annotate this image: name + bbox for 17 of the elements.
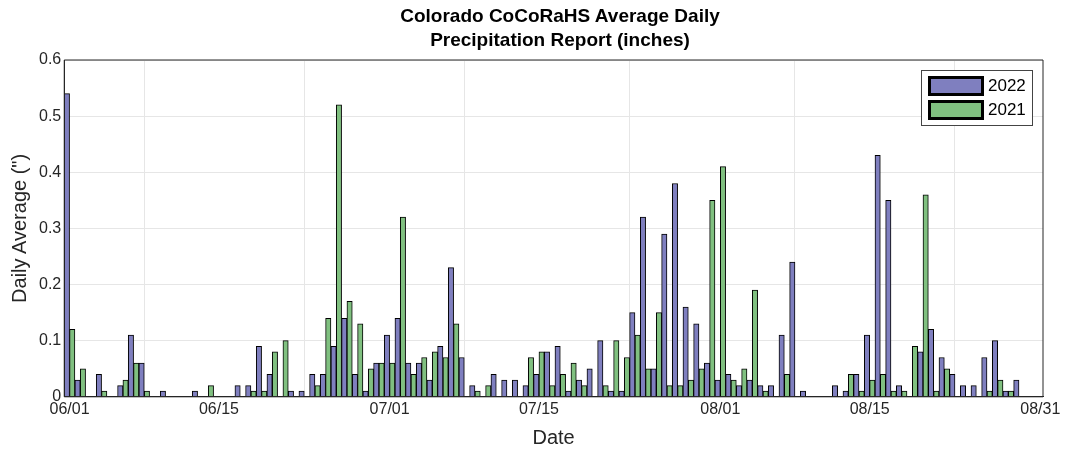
y-axis-title: Daily Average (") [7, 153, 30, 303]
legend-label: 2022 [988, 76, 1026, 96]
x-tick-label: 08/31 [1020, 399, 1061, 417]
legend-label: 2021 [988, 100, 1026, 120]
y-tick-label: 0.2 [38, 274, 62, 292]
x-tick-label: 07/15 [518, 399, 560, 417]
x-tick-label: 06/15 [198, 399, 240, 417]
y-tick-label: 0.4 [38, 162, 62, 180]
x-tick-label: 08/15 [849, 399, 890, 417]
y-tick-label: 0.6 [38, 50, 62, 68]
x-axis-title: Date [532, 425, 575, 448]
x-tick-label: 07/01 [369, 399, 410, 417]
chart-title: Colorado CoCoRaHS Average Daily Precipitation Report (inches) [399, 4, 721, 52]
y-tick-label: 0.5 [38, 106, 62, 124]
x-tick-label: 08/01 [700, 399, 741, 417]
y-tick-label: 0.1 [38, 331, 62, 349]
y-tick-label: 0.3 [38, 218, 62, 236]
